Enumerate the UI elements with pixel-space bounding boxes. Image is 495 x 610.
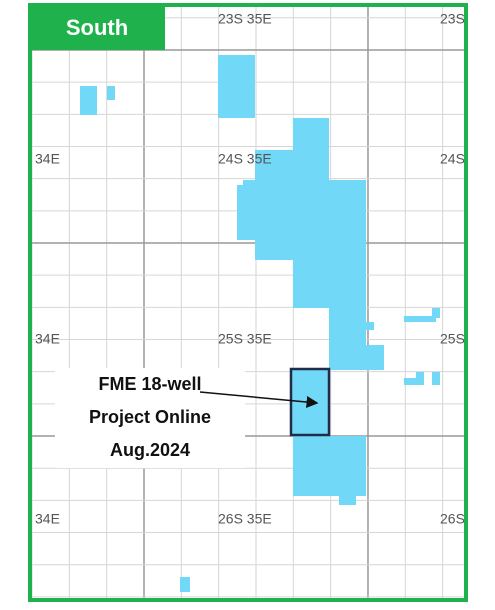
map-frame: [28, 3, 468, 602]
annotation-line: Aug.2024: [110, 440, 190, 460]
annotation-line: Project Online: [89, 407, 211, 427]
grid-labels: 23S 35E 23S 34E 24S 35E 24S 34E 25S 35E 25S 34E 2…: [35, 11, 465, 527]
title-box: [30, 5, 165, 50]
annotation-box: [55, 368, 245, 468]
grid-label: 34E: [35, 331, 60, 347]
grid-label: 25S: [440, 331, 465, 347]
grid-label: 26S 35E: [218, 511, 272, 527]
grid-label: 34E: [35, 151, 60, 167]
annotation-arrow: [199, 391, 319, 408]
annotation-line: FME 18-well: [98, 374, 201, 394]
grid-label: 24S: [440, 151, 465, 167]
parcels: [80, 55, 440, 592]
map-title: South: [66, 15, 128, 40]
grid-label: 24S 35E: [218, 151, 272, 167]
grid-label: 23S: [440, 11, 465, 27]
grid-label: 34E: [35, 511, 60, 527]
grid-label: 25S 35E: [218, 331, 272, 347]
project-outline: [289, 367, 331, 437]
grid-label: 26S: [440, 511, 465, 527]
grid-label: 23S 35E: [218, 11, 272, 27]
